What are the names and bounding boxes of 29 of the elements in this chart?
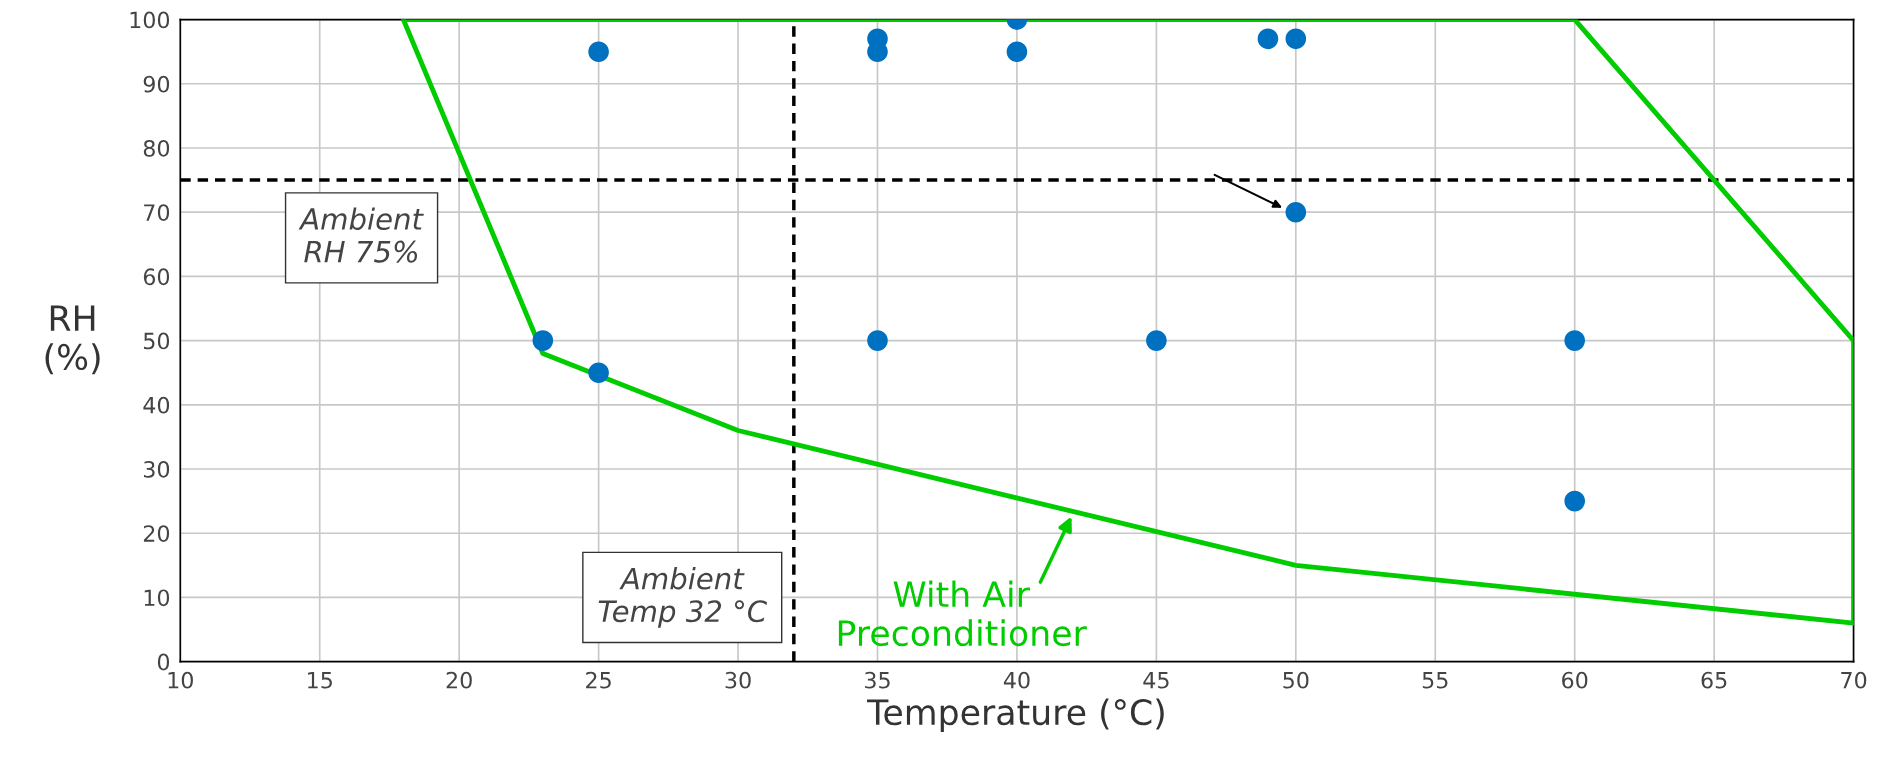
- y-tick-label: 10: [144, 589, 170, 607]
- y-tick-label: 90: [143, 75, 170, 93]
- y-axis-title: RH (%): [45, 305, 100, 375]
- x-tick-label: 55: [1422, 672, 1448, 689]
- x-tick-label: 20: [446, 671, 472, 689]
- x-tick-label: 50: [1283, 671, 1309, 689]
- x-tick-label: 35: [865, 671, 890, 689]
- x-tick-label: 30: [725, 671, 751, 689]
- y-tick-label: 70: [144, 204, 170, 221]
- annotation: With Air Preconditioner: [838, 580, 1087, 647]
- x-tick-label: 70: [1841, 671, 1867, 689]
- x-tick-label: 65: [1701, 671, 1727, 689]
- x-tick-label: 25: [586, 671, 611, 689]
- y-tick-label: 50: [144, 332, 170, 350]
- x-axis-title: Temperature (°C): [867, 698, 1164, 733]
- y-tick-label: 0: [157, 653, 170, 671]
- y-tick-label: 60: [143, 268, 170, 286]
- x-tick-label: 60: [1562, 671, 1588, 689]
- y-tick-label: 80: [143, 139, 170, 157]
- x-tick-label: 15: [308, 672, 332, 689]
- y-tick-label: 20: [143, 525, 170, 542]
- x-tick-label: 10: [168, 671, 193, 689]
- y-tick-label: 100: [130, 11, 170, 29]
- ref-line-label: Ambient Temp 32 °C: [598, 566, 768, 628]
- ref-line-label: Ambient RH 75%: [298, 207, 424, 263]
- y-tick-label: 30: [143, 460, 170, 478]
- x-tick-label: 40: [1003, 671, 1030, 689]
- x-tick-label: 45: [1143, 672, 1169, 689]
- y-tick-label: 40: [143, 396, 170, 414]
